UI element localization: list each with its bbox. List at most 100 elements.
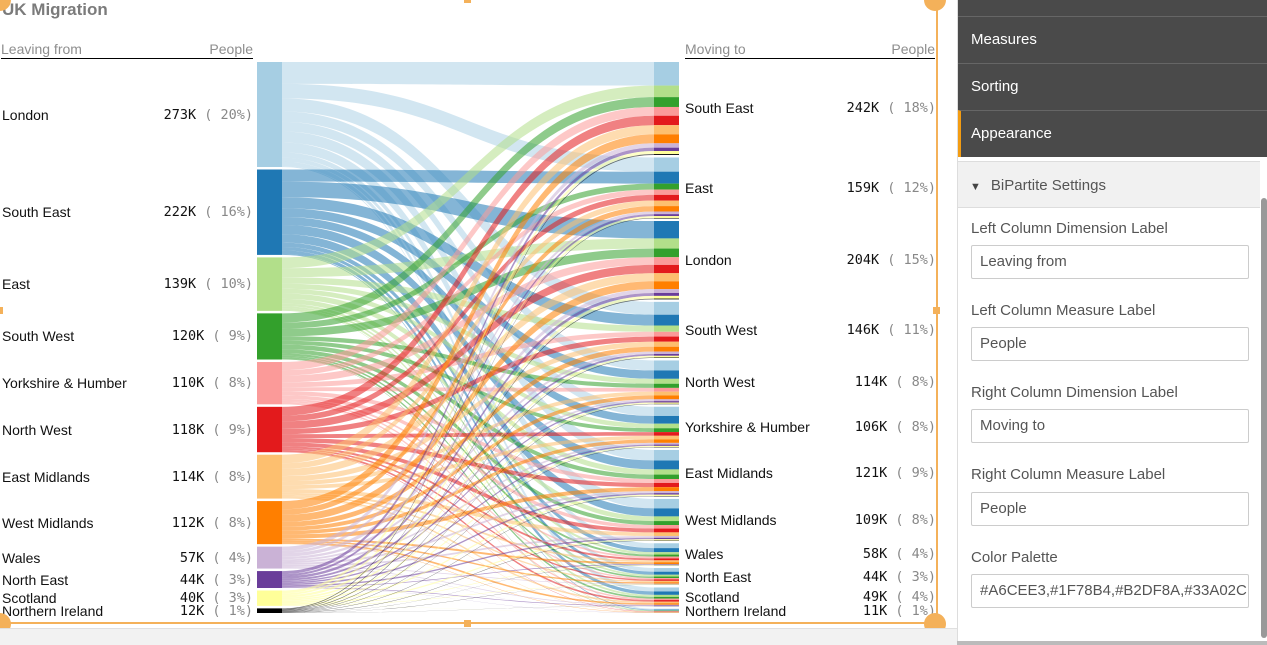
right-node-segment[interactable] bbox=[654, 469, 679, 475]
flow-link[interactable] bbox=[282, 106, 654, 371]
flow-link[interactable] bbox=[282, 216, 654, 596]
right-node-segment[interactable] bbox=[654, 314, 679, 326]
flow-link[interactable] bbox=[282, 115, 654, 416]
right-node-segment[interactable] bbox=[654, 336, 679, 342]
right-node-segment[interactable] bbox=[654, 601, 679, 604]
right-node-segment[interactable] bbox=[654, 580, 679, 583]
right-node-segment[interactable] bbox=[654, 325, 679, 332]
right-node-segment[interactable] bbox=[654, 257, 679, 265]
right-node-segment[interactable] bbox=[654, 604, 679, 606]
flow-link[interactable] bbox=[282, 157, 654, 572]
resize-handle-bottom[interactable] bbox=[464, 620, 471, 627]
left-dimension-label-input[interactable]: Leaving from bbox=[971, 245, 1249, 279]
right-node-segment[interactable] bbox=[654, 548, 679, 553]
right-node-segment[interactable] bbox=[654, 525, 679, 529]
right-node-segment[interactable] bbox=[654, 605, 679, 607]
flow-link[interactable] bbox=[282, 493, 654, 586]
right-node-segment[interactable] bbox=[654, 248, 679, 258]
flow-link[interactable] bbox=[282, 584, 654, 606]
right-node-segment[interactable] bbox=[654, 154, 679, 155]
flow-link[interactable] bbox=[282, 306, 654, 577]
right-node-segment[interactable] bbox=[654, 370, 679, 379]
flow-link[interactable] bbox=[282, 402, 654, 601]
flow-link[interactable] bbox=[282, 539, 654, 605]
right-node-segment[interactable] bbox=[654, 85, 679, 98]
right-node-segment[interactable] bbox=[654, 355, 679, 358]
left-node-bar[interactable] bbox=[257, 590, 282, 606]
right-node-segment[interactable] bbox=[654, 183, 679, 190]
right-node-segment[interactable] bbox=[654, 543, 679, 549]
flow-link[interactable] bbox=[282, 273, 654, 477]
right-node-segment[interactable] bbox=[654, 401, 679, 403]
right-node-segment[interactable] bbox=[654, 157, 679, 172]
nav-item-sorting[interactable]: Sorting bbox=[958, 63, 1267, 110]
right-node-segment[interactable] bbox=[654, 351, 679, 354]
right-node-segment[interactable] bbox=[654, 528, 679, 533]
flow-link[interactable] bbox=[282, 151, 654, 594]
right-node-segment[interactable] bbox=[654, 574, 679, 577]
right-node-segment[interactable] bbox=[654, 406, 679, 416]
right-node-segment[interactable] bbox=[654, 353, 679, 356]
resize-handle-left[interactable] bbox=[0, 307, 3, 314]
flow-link[interactable] bbox=[282, 62, 654, 86]
flow-link[interactable] bbox=[282, 564, 654, 606]
flow-link[interactable] bbox=[282, 97, 654, 323]
right-node-segment[interactable] bbox=[654, 516, 679, 522]
right-node-segment[interactable] bbox=[654, 558, 679, 561]
flow-link[interactable] bbox=[282, 605, 654, 613]
left-node-bar[interactable] bbox=[257, 257, 282, 311]
left-node-bar[interactable] bbox=[257, 608, 282, 613]
panel-scrollbar[interactable] bbox=[1261, 198, 1267, 638]
right-node-segment[interactable] bbox=[654, 482, 679, 488]
right-node-segment[interactable] bbox=[654, 494, 679, 497]
right-node-segment[interactable] bbox=[654, 571, 679, 575]
right-node-segment[interactable] bbox=[654, 106, 679, 116]
right-node-segment[interactable] bbox=[654, 552, 679, 555]
right-node-segment[interactable] bbox=[654, 491, 679, 494]
flow-link[interactable] bbox=[282, 439, 654, 535]
right-dimension-label-input[interactable]: Moving to bbox=[971, 409, 1249, 443]
right-node-segment[interactable] bbox=[654, 200, 679, 207]
flow-link[interactable] bbox=[282, 254, 654, 611]
flow-link[interactable] bbox=[282, 564, 654, 588]
right-node-segment[interactable] bbox=[654, 508, 679, 517]
right-node-segment[interactable] bbox=[654, 603, 679, 605]
right-node-segment[interactable] bbox=[654, 532, 679, 537]
left-node-bar[interactable] bbox=[257, 62, 282, 168]
left-node-bar[interactable] bbox=[257, 169, 282, 255]
flow-link[interactable] bbox=[282, 125, 654, 464]
right-node-segment[interactable] bbox=[654, 216, 679, 218]
flow-link[interactable] bbox=[282, 587, 654, 613]
right-node-segment[interactable] bbox=[654, 493, 679, 495]
right-node-segment[interactable] bbox=[654, 360, 679, 371]
right-node-segment[interactable] bbox=[654, 608, 679, 610]
left-node-bar[interactable] bbox=[257, 406, 282, 453]
flow-link[interactable] bbox=[282, 400, 654, 580]
resize-handle-top-left[interactable] bbox=[0, 0, 11, 11]
flow-link[interactable] bbox=[282, 398, 654, 559]
right-node-segment[interactable] bbox=[654, 600, 679, 602]
right-node-segment[interactable] bbox=[654, 442, 679, 445]
right-measure-label-input[interactable]: People bbox=[971, 492, 1249, 526]
nav-item-dimensions[interactable] bbox=[958, 0, 1267, 16]
flow-link[interactable] bbox=[282, 211, 654, 554]
right-node-segment[interactable] bbox=[654, 591, 679, 595]
right-node-segment[interactable] bbox=[654, 587, 679, 592]
flow-link[interactable] bbox=[282, 147, 654, 575]
flow-link[interactable] bbox=[282, 217, 654, 610]
flow-link[interactable] bbox=[282, 298, 654, 611]
flow-link[interactable] bbox=[282, 214, 654, 577]
flow-link[interactable] bbox=[282, 277, 654, 332]
right-node-segment[interactable] bbox=[654, 125, 679, 135]
bipartite-settings-header[interactable]: ▼ BiPartite Settings bbox=[958, 161, 1260, 208]
right-node-segment[interactable] bbox=[654, 292, 679, 296]
left-node-bar[interactable] bbox=[257, 501, 282, 545]
left-node-bar[interactable] bbox=[257, 313, 282, 360]
right-node-segment[interactable] bbox=[654, 449, 679, 461]
resize-handle-top[interactable] bbox=[464, 0, 471, 3]
right-node-segment[interactable] bbox=[654, 62, 679, 86]
bipartite-chart[interactable]: UK Migration Leaving from People Moving … bbox=[0, 0, 937, 624]
flow-link[interactable] bbox=[282, 584, 654, 613]
right-node-segment[interactable] bbox=[654, 115, 679, 126]
right-node-segment[interactable] bbox=[654, 415, 679, 424]
